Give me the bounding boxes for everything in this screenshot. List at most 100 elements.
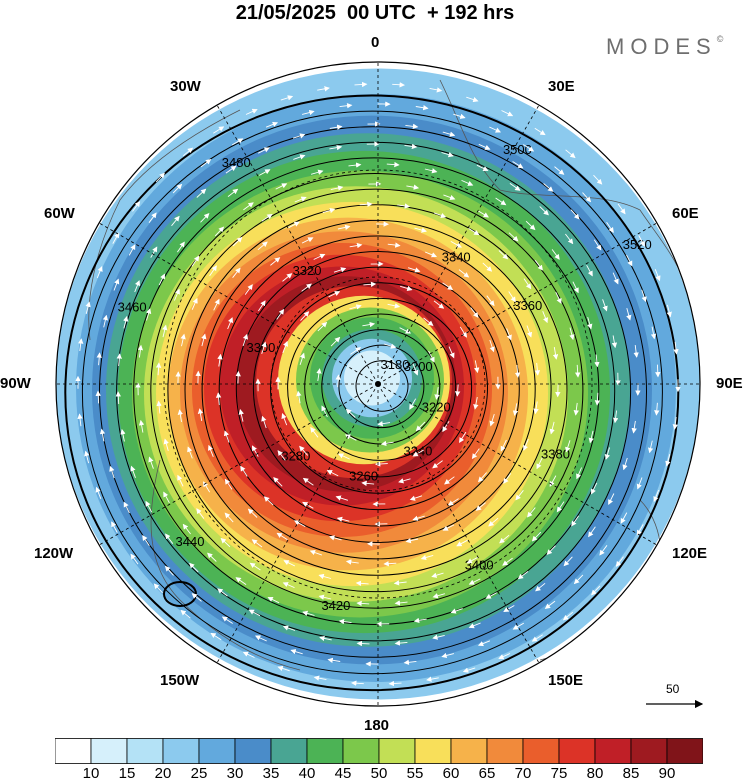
wind-vector bbox=[405, 537, 419, 544]
wind-vector bbox=[243, 202, 254, 211]
wind-vector bbox=[442, 420, 450, 433]
wind-vector bbox=[576, 467, 583, 480]
wind-vector bbox=[132, 201, 141, 212]
colorbar-tick-label: 15 bbox=[118, 765, 136, 782]
wind-vector bbox=[273, 477, 283, 487]
wind-vector bbox=[301, 237, 314, 244]
wind-vector bbox=[426, 676, 439, 682]
wind-vector bbox=[330, 336, 341, 347]
wind-vector bbox=[454, 383, 461, 397]
wind-vector bbox=[300, 311, 310, 321]
wind-vector bbox=[466, 556, 479, 564]
wind-vector bbox=[615, 556, 624, 567]
wind-vector bbox=[641, 289, 647, 303]
wind-vector bbox=[399, 327, 412, 334]
wind-vector bbox=[512, 622, 525, 630]
wind-vector bbox=[217, 353, 223, 367]
lon-label-0: 0 bbox=[371, 34, 380, 51]
wind-vector bbox=[242, 333, 249, 347]
wind-vector bbox=[466, 96, 479, 103]
wind-vector bbox=[386, 161, 400, 168]
wind-vector bbox=[565, 149, 576, 159]
wind-vector bbox=[363, 281, 377, 287]
lon-label-30w: 30W bbox=[170, 78, 201, 95]
wind-vector bbox=[309, 549, 323, 556]
wind-vector bbox=[123, 501, 130, 514]
wind-vector bbox=[333, 267, 347, 273]
wind-vector bbox=[650, 326, 657, 340]
wind-vector bbox=[612, 410, 619, 424]
wind-vector bbox=[383, 561, 397, 567]
wind-vector bbox=[201, 333, 207, 347]
wind-vector bbox=[380, 440, 394, 447]
wind-vector bbox=[247, 508, 258, 518]
wind-vector bbox=[145, 500, 153, 513]
colorbar-tick-label: 60 bbox=[442, 765, 460, 782]
wind-vector bbox=[180, 609, 191, 619]
wind-vector bbox=[562, 611, 574, 621]
wind-vector bbox=[316, 368, 322, 381]
wind-vector bbox=[85, 301, 91, 315]
wind-vector bbox=[244, 284, 253, 295]
colorbar-swatch bbox=[126, 738, 164, 764]
wind-vector bbox=[109, 465, 115, 479]
wind-vector bbox=[317, 86, 330, 92]
wind-vector bbox=[96, 265, 103, 279]
brand-logo: MODES© bbox=[606, 34, 723, 60]
wind-vector bbox=[224, 512, 234, 523]
wind-vector bbox=[232, 267, 241, 278]
wind-vector bbox=[377, 421, 391, 427]
contour-label: 3480 bbox=[222, 155, 251, 170]
wind-vector bbox=[587, 316, 593, 330]
wind-vector bbox=[242, 651, 255, 658]
colorbar-tick-label: 75 bbox=[550, 765, 568, 782]
wind-vector bbox=[251, 539, 263, 548]
wind-vector bbox=[495, 197, 507, 206]
wind-vector bbox=[611, 335, 618, 349]
wind-vector bbox=[349, 304, 362, 310]
wind-vector bbox=[313, 253, 326, 260]
wind-vector bbox=[432, 460, 443, 469]
wind-vector bbox=[654, 269, 661, 282]
wind-vector bbox=[282, 625, 296, 631]
wind-vector bbox=[294, 520, 306, 527]
wind-vector bbox=[329, 535, 342, 541]
wind-vector bbox=[165, 533, 174, 544]
wind-vector bbox=[111, 521, 118, 533]
wind-vector bbox=[397, 203, 411, 209]
wind-vector bbox=[84, 450, 90, 464]
colorbar-swatch bbox=[270, 738, 308, 764]
colorbar-swatch bbox=[378, 738, 416, 764]
wind-vector bbox=[424, 168, 438, 174]
wind-vector bbox=[544, 600, 556, 609]
wind-vector bbox=[403, 659, 417, 665]
contour-label: 3260 bbox=[349, 468, 378, 483]
wind-vector bbox=[96, 352, 102, 366]
wind-vector bbox=[251, 445, 259, 457]
wind-vector bbox=[254, 635, 267, 642]
wind-vector bbox=[296, 390, 302, 404]
colorbar-tick-label: 80 bbox=[586, 765, 604, 782]
contour-label: 3220 bbox=[422, 399, 451, 414]
contour-line bbox=[287, 297, 473, 478]
contour-line bbox=[270, 282, 488, 494]
wind-vector bbox=[432, 593, 446, 599]
wind-vector bbox=[322, 207, 336, 214]
wind-vector bbox=[468, 578, 481, 585]
wind-vector bbox=[116, 353, 122, 367]
wind-vector bbox=[508, 232, 519, 242]
wind-vector bbox=[534, 362, 541, 376]
wind-vector bbox=[155, 362, 162, 376]
wind-vector bbox=[433, 212, 447, 219]
wind-vector bbox=[207, 552, 217, 562]
wind-vector bbox=[148, 456, 154, 469]
wind-vector bbox=[102, 314, 109, 328]
wind-vector bbox=[113, 278, 120, 291]
wind-vector bbox=[210, 632, 222, 641]
colorbar-tick-label: 65 bbox=[478, 765, 496, 782]
wind-vector bbox=[200, 213, 210, 223]
contour-label: 3180 bbox=[381, 357, 410, 372]
wind-vector bbox=[335, 495, 349, 501]
wind-vector bbox=[653, 489, 660, 503]
wind-vector bbox=[196, 508, 205, 519]
